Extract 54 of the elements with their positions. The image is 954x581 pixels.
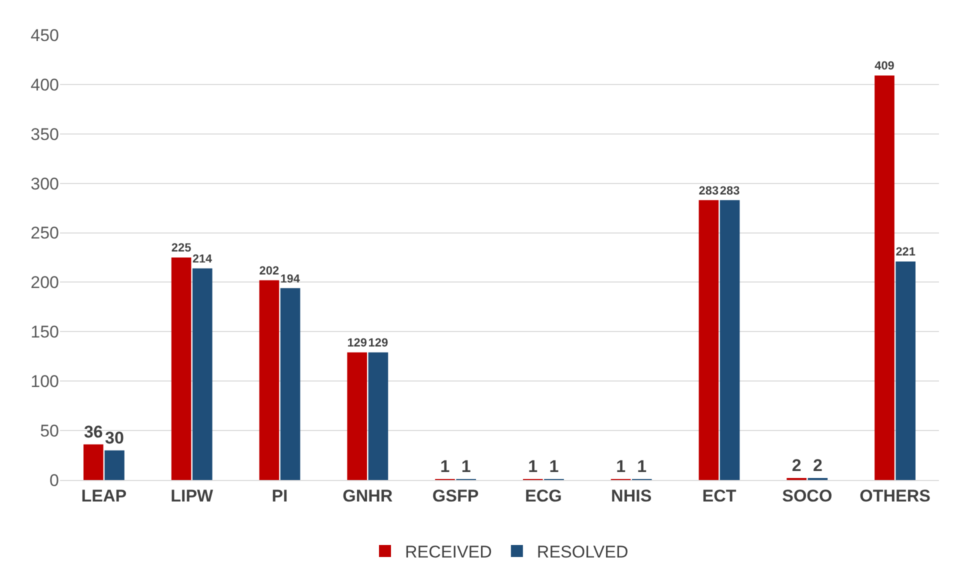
y-tick-label: 250: [30, 224, 59, 243]
data-label: 283: [698, 183, 719, 198]
bar: [83, 444, 104, 480]
data-label: 202: [259, 263, 280, 278]
x-tick-label: ECG: [525, 486, 562, 506]
x-tick-label: LEAP: [81, 486, 127, 506]
bar: [347, 352, 368, 480]
bar: [698, 200, 719, 480]
data-label: 1: [528, 457, 538, 476]
x-tick-label: PI: [272, 486, 288, 506]
legend-label: RECEIVED: [405, 542, 492, 562]
y-tick-label: 0: [50, 470, 59, 490]
bar: [720, 200, 740, 480]
data-label: 409: [874, 58, 895, 73]
bar: [874, 76, 894, 480]
bar: [368, 352, 388, 480]
data-label: 129: [347, 336, 368, 350]
y-tick-label: 150: [30, 322, 59, 342]
x-tick-label: ECT: [702, 486, 737, 506]
data-label: 36: [84, 422, 103, 442]
data-label: 30: [105, 428, 124, 448]
x-tick-label: LIPW: [170, 486, 214, 506]
data-label: 1: [461, 457, 471, 476]
data-label: 1: [637, 457, 647, 476]
bar: [280, 288, 300, 480]
data-label: 1: [440, 457, 450, 476]
y-tick-label: 300: [30, 174, 59, 194]
y-tick-label: 450: [30, 26, 59, 45]
data-label: 2: [792, 456, 802, 475]
y-tick-label: 50: [40, 422, 59, 441]
data-label: 225: [171, 240, 192, 255]
data-label: 214: [192, 252, 212, 266]
bar: [896, 261, 916, 480]
data-label: 1: [549, 457, 559, 476]
legend-label: RESOLVED: [536, 542, 628, 562]
y-tick-label: 100: [30, 372, 59, 392]
x-tick-label: SOCO: [782, 486, 832, 506]
data-label: 129: [368, 336, 388, 350]
bar: [259, 280, 280, 480]
x-tick-label: GNHR: [342, 486, 393, 506]
x-tick-label: GSFP: [432, 486, 479, 506]
data-label: 1: [616, 457, 626, 476]
data-label: 283: [720, 183, 740, 198]
data-label: 2: [812, 456, 822, 475]
data-label: 194: [280, 272, 300, 286]
y-tick-label: 400: [30, 75, 59, 94]
y-tick-label: 350: [30, 124, 59, 144]
data-label: 221: [896, 244, 916, 259]
bar: [104, 450, 124, 480]
x-tick-label: OTHERS: [860, 486, 930, 506]
y-tick-label: 200: [30, 273, 59, 292]
x-tick-label: NHIS: [611, 486, 652, 506]
bar: [192, 268, 212, 480]
bar: [171, 258, 192, 480]
